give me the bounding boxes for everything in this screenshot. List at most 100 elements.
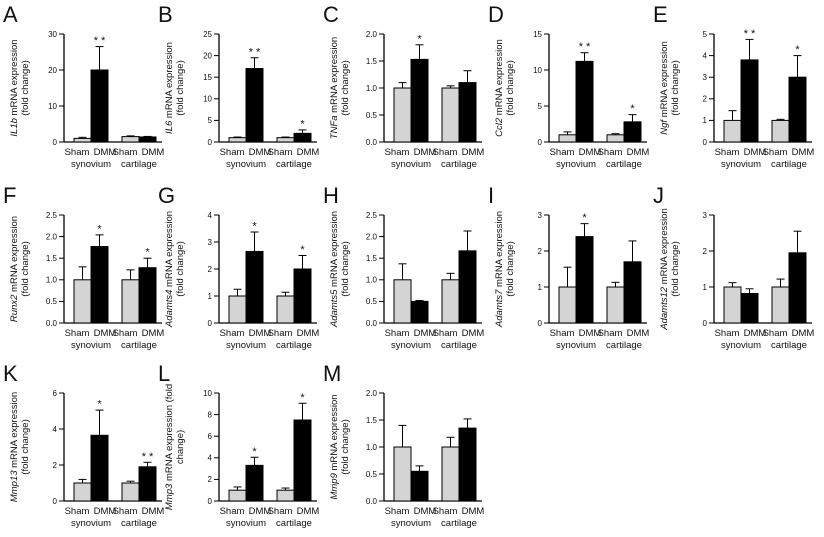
group-label-cartilage: cartilage: [121, 518, 157, 529]
y-axis-label-line2: (fold change): [505, 60, 516, 115]
x-label-sham-synovium: Sham: [550, 328, 575, 339]
y-axis-label-line1: Mmp9 mRNA expression: [329, 394, 340, 499]
y-tick-label: 1.5: [366, 254, 378, 263]
bar-sham-cartilage: [441, 87, 460, 143]
bar-sham-synovium: [393, 279, 412, 324]
y-tick-label: 6: [208, 432, 213, 441]
bar-dmm-cartilage: [788, 252, 807, 324]
y-tick-label: 0.0: [366, 497, 378, 506]
y-tick-label: 3: [703, 211, 708, 220]
bar-dmm-cartilage: [138, 466, 157, 502]
bar-sham-synovium: [73, 137, 92, 143]
y-axis-label-line1: Adamts12 mRNA expression: [659, 208, 670, 330]
panel-letter: E: [653, 2, 668, 27]
x-label-sham-synovium: Sham: [65, 506, 90, 517]
bar-dmm-cartilage: [293, 268, 312, 324]
bar-sham-cartilage: [606, 134, 625, 143]
bar-sham-cartilage: [121, 136, 140, 143]
bar-dmm-synovium: [245, 68, 264, 143]
panel-A-chart: A IL1b mRNA expression (fold change) 0 10 20 3…: [3, 2, 165, 170]
y-tick-label: 4: [208, 454, 213, 463]
x-label-dmm-cartilage: DMM: [142, 147, 165, 158]
bar-dmm-synovium: [90, 434, 109, 502]
y-tick-label: 15: [533, 30, 542, 39]
panel-B: B IL6 mRNA expression (fold change) 0 5 10 15 2…: [157, 0, 323, 176]
y-axis-label-line1: Adamts5 mRNA expression: [329, 211, 340, 328]
group-label-cartilage: cartilage: [771, 340, 807, 351]
x-label-sham-cartilage: Sham: [598, 328, 623, 339]
x-label-dmm-cartilage: DMM: [297, 147, 320, 158]
panel-C: C TNFa mRNA expression (fold change) 0.0 0.5…: [322, 0, 488, 176]
x-label-sham-cartilage: Sham: [113, 147, 138, 158]
bar-dmm-synovium: [90, 69, 109, 143]
significance-marker: * *: [744, 28, 756, 40]
group-label-cartilage: cartilage: [441, 159, 477, 170]
x-label-sham-synovium: Sham: [220, 506, 245, 517]
panel-E: E Ngf mRNA expression (fold change) 0 1 2 3 4 5 *…: [652, 0, 818, 176]
x-label-sham-synovium: Sham: [550, 147, 575, 158]
x-label-sham-synovium: Sham: [715, 328, 740, 339]
x-label-sham-synovium: Sham: [385, 328, 410, 339]
panel-K: K Mmp13 mRNA expression (fold change) 0 2 4 6 *…: [2, 359, 168, 535]
y-tick-label: 2.0: [366, 232, 378, 241]
y-tick-label: 0: [208, 319, 213, 328]
bar-sham-synovium: [393, 446, 412, 502]
y-tick-label: 2.0: [46, 232, 58, 241]
significance-marker: *: [300, 244, 305, 256]
y-tick-label: 20: [48, 66, 57, 75]
bar-sham-synovium: [73, 482, 92, 502]
bar-dmm-cartilage: [138, 267, 157, 324]
panel-letter: A: [3, 2, 18, 27]
bar-sham-synovium: [393, 87, 412, 143]
group-label-cartilage: cartilage: [606, 159, 642, 170]
bar-dmm-cartilage: [788, 76, 807, 143]
group-label-cartilage: cartilage: [276, 159, 312, 170]
y-tick-label: 2: [208, 265, 213, 274]
group-label-synovium: synovium: [226, 518, 266, 529]
y-tick-label: 1.0: [366, 443, 378, 452]
x-label-dmm-synovium: DMM: [744, 328, 767, 339]
panel-letter: F: [3, 183, 16, 208]
x-label-sham-cartilage: Sham: [113, 328, 138, 339]
group-label-synovium: synovium: [556, 340, 596, 351]
panel-I: I Adamts7 mRNA expression (fold change) 0 1 2…: [487, 181, 653, 357]
y-axis-label-line2: (fold change): [175, 241, 186, 296]
group-label-synovium: synovium: [71, 159, 111, 170]
x-label-sham-cartilage: Sham: [113, 506, 138, 517]
significance-marker: *: [252, 446, 257, 458]
x-label-dmm-synovium: DMM: [414, 328, 437, 339]
group-label-cartilage: cartilage: [441, 340, 477, 351]
x-label-sham-cartilage: Sham: [598, 147, 623, 158]
y-axis-label-line2: change): [175, 430, 186, 464]
group-label-synovium: synovium: [226, 159, 266, 170]
bar-sham-synovium: [228, 489, 247, 502]
x-label-dmm-cartilage: DMM: [297, 506, 320, 517]
x-label-sham-cartilage: Sham: [268, 147, 293, 158]
group-label-cartilage: cartilage: [276, 340, 312, 351]
panel-C-chart: C TNFa mRNA expression (fold change) 0.0 0.5…: [323, 2, 484, 170]
group-label-cartilage: cartilage: [771, 159, 807, 170]
panel-D-chart: D Ccl2 mRNA expression (fold change) 0 5 10 15…: [488, 2, 649, 170]
panel-letter: C: [323, 2, 339, 27]
x-label-dmm-cartilage: DMM: [792, 328, 815, 339]
y-tick-label: 0: [703, 319, 708, 328]
group-label-cartilage: cartilage: [441, 518, 477, 529]
bar-sham-synovium: [228, 295, 247, 324]
bar-dmm-synovium: [410, 470, 429, 502]
y-tick-label: 10: [203, 95, 212, 104]
y-tick-label: 2: [703, 95, 708, 104]
panel-J: J Adamts12 mRNA expression (fold change) 0 1…: [652, 181, 818, 357]
y-tick-label: 0.5: [46, 297, 58, 306]
bar-sham-cartilage: [441, 279, 460, 324]
y-tick-label: 3: [208, 238, 213, 247]
y-tick-label: 10: [48, 102, 57, 111]
bar-dmm-cartilage: [138, 136, 157, 143]
y-tick-label: 4: [703, 51, 708, 60]
x-label-dmm-synovium: DMM: [414, 147, 437, 158]
y-axis-label-line1: IL1b mRNA expression: [9, 39, 20, 136]
y-tick-label: 2: [703, 247, 708, 256]
group-label-synovium: synovium: [721, 159, 761, 170]
